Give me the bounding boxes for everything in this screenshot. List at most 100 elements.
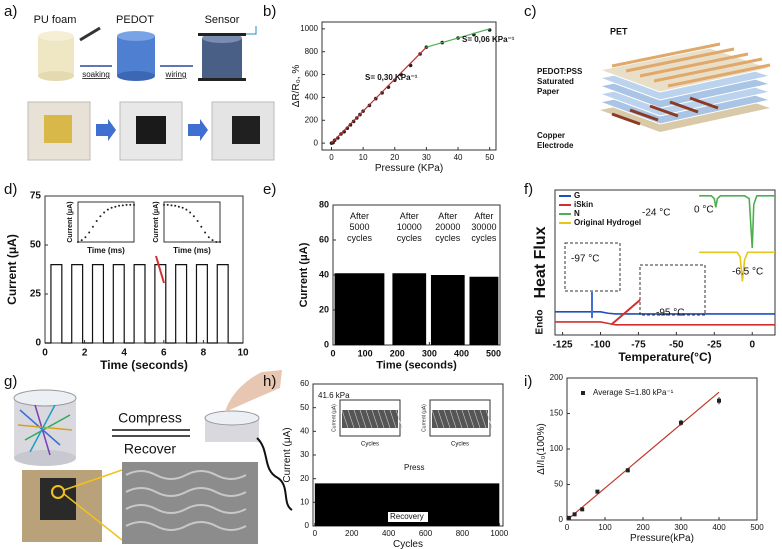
photo-foam: [232, 116, 260, 144]
data-point: [625, 468, 630, 473]
data-point: [717, 398, 721, 403]
inset-point: [118, 204, 121, 207]
cable: [256, 437, 293, 511]
sensor-foam: [202, 38, 242, 78]
data-line: [555, 311, 775, 315]
step-label: PEDOT: [116, 14, 154, 26]
x-tick-label: 4: [121, 348, 127, 359]
x-tick-label: 100: [358, 348, 373, 358]
zoom-arrow: [155, 255, 165, 284]
layer-label: PET: [610, 26, 628, 36]
data-line: [555, 321, 775, 326]
plot-frame: [566, 377, 758, 521]
y-tick-label: 0: [324, 339, 329, 349]
copper-strips: [611, 96, 719, 126]
data-line: [331, 46, 427, 144]
inset-point: [207, 236, 210, 239]
zoom-circle: [51, 485, 65, 499]
current-band: [314, 483, 500, 526]
annotation: After 10000 cycles: [397, 211, 423, 243]
x-tick-label: -100: [591, 340, 611, 351]
photo-foam: [44, 115, 72, 143]
step-label: Sensor: [205, 14, 240, 26]
y-tick-label: 600: [305, 70, 319, 79]
x-tick-label: 2: [82, 348, 88, 359]
inset-point: [99, 215, 102, 218]
annotation-line: After: [474, 211, 493, 221]
annotation-line: 5000: [349, 222, 369, 232]
annotation: -95 °C: [656, 308, 684, 319]
block: [469, 276, 499, 345]
inset-texture: [437, 409, 445, 429]
y-axis-label: ΔR/R₀, %: [291, 65, 302, 108]
layer-label: PEDOT:PSS Saturated Paper: [537, 67, 583, 96]
pedot-top: [117, 31, 155, 41]
y-axis-label: Current (μA): [298, 242, 310, 307]
syringe: [79, 26, 101, 42]
x-tick-label: 6: [161, 348, 167, 359]
inset-frame: [77, 201, 135, 243]
panel-letter: a): [4, 3, 17, 20]
data-line: [45, 264, 243, 344]
annotation-line: 30000: [471, 222, 496, 232]
annotation: After 5000 cycles: [347, 211, 373, 243]
inset-y-label: Current (μA): [67, 201, 74, 242]
annotation: -24 °C: [642, 208, 670, 219]
sensor-top: [13, 389, 77, 407]
wire: [246, 26, 257, 35]
panel-letter: b): [263, 3, 276, 20]
inset-texture: [377, 409, 385, 429]
inset-texture: [461, 409, 469, 429]
panel-letter: c): [524, 3, 537, 20]
inset-point: [181, 206, 184, 209]
zoom-arrow: [611, 299, 641, 325]
inset-point: [174, 204, 177, 207]
x-tick-label: 40: [454, 153, 463, 162]
annotation: S= 0,30 KPa⁻¹: [365, 73, 418, 82]
inset-texture: [479, 409, 487, 429]
inset-point: [106, 208, 109, 211]
y-axis-label: Current (μA): [282, 427, 293, 482]
inset-point: [170, 204, 173, 207]
zoom-line: [63, 493, 123, 541]
annotation-line: cycles: [347, 233, 373, 243]
inset-texture: [359, 409, 367, 429]
inset-texture: [353, 409, 361, 429]
x-tick-label: 200: [636, 523, 650, 532]
plot-frame: [554, 189, 776, 336]
annotation: -97 °C: [571, 254, 599, 265]
sem-texture: [125, 470, 247, 531]
inset-texture: [347, 409, 355, 429]
x-tick-label: 400: [382, 529, 396, 538]
fibers: [17, 404, 73, 456]
x-tick-label: 10: [237, 348, 249, 359]
inset-point: [103, 211, 106, 214]
y-tick-label: 50: [300, 403, 309, 412]
annotation: 41.6 kPa: [318, 391, 350, 400]
data-line: [699, 195, 775, 249]
inset-point: [114, 205, 117, 208]
y-tick-label: 200: [550, 373, 564, 382]
y-tick-label: 150: [550, 409, 564, 418]
x-tick-label: -125: [553, 340, 573, 351]
legend-swatch: [581, 391, 585, 395]
panel-letter: e): [263, 181, 276, 198]
arrow: [188, 119, 208, 141]
arrow-label: soaking: [82, 70, 110, 79]
y-axis-label: Heat Flux: [532, 226, 549, 298]
zoom-box: [564, 242, 621, 292]
inset-point: [88, 231, 91, 234]
x-tick-label: 50: [485, 153, 494, 162]
inset-point: [215, 241, 218, 243]
y-tick-label: 800: [305, 47, 319, 56]
y-tick-label: 0: [559, 515, 564, 524]
inset-point: [91, 225, 94, 228]
y-axis-label: ΔI/I₀(100%): [536, 423, 547, 474]
pedot-bottom: [117, 71, 155, 81]
inset-texture: [383, 409, 391, 429]
data-point: [566, 515, 571, 520]
annotation: Recovery: [390, 512, 424, 521]
x-tick-label: 500: [750, 523, 764, 532]
y-tick-label: 50: [30, 240, 42, 251]
